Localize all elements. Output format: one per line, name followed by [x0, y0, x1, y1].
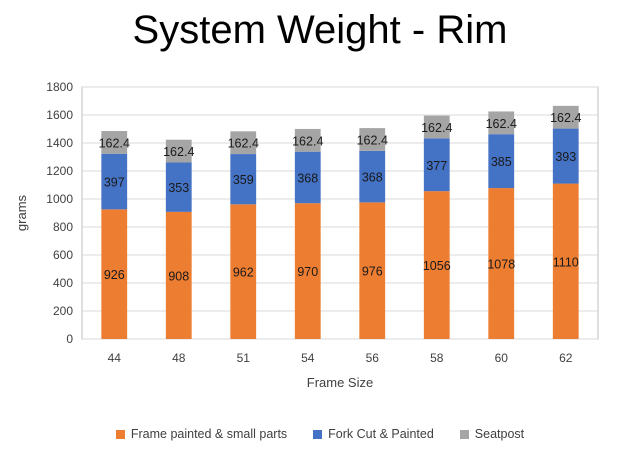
- data-label: 368: [297, 171, 318, 185]
- x-tick-label: 51: [237, 351, 251, 365]
- y-tick-label: 1200: [46, 164, 73, 178]
- data-label: 908: [168, 269, 189, 283]
- y-axis-label: grams: [14, 194, 29, 231]
- data-label: 162.4: [163, 145, 194, 159]
- legend-label: Seatpost: [474, 427, 525, 441]
- bar-segment: [423, 115, 450, 139]
- legend-label: Frame painted & small parts: [130, 427, 288, 441]
- y-tick-label: 1400: [46, 136, 73, 150]
- data-label: 976: [362, 265, 383, 279]
- bar-segment: [101, 153, 128, 210]
- x-tick-label: 44: [108, 351, 122, 365]
- bar-segment: [359, 150, 386, 203]
- data-label: 393: [555, 150, 576, 164]
- x-tick-label: 56: [366, 351, 380, 365]
- bar-segment: [294, 151, 321, 204]
- bar-segment: [488, 134, 515, 189]
- data-label: 162.4: [486, 117, 517, 131]
- bar-segment: [552, 105, 579, 129]
- bar-segment: [230, 154, 257, 205]
- bar-segment: [552, 128, 579, 184]
- bar-segment: [101, 131, 128, 154]
- data-label: 359: [233, 173, 254, 187]
- data-label: 962: [233, 266, 254, 280]
- data-label: 385: [491, 155, 512, 169]
- x-tick-label: 58: [430, 351, 444, 365]
- x-tick-label: 48: [172, 351, 186, 365]
- data-label: 970: [297, 265, 318, 279]
- bar-segment: [230, 204, 257, 339]
- x-axis-label: Frame Size: [307, 375, 373, 390]
- bar-segment: [488, 111, 515, 135]
- legend-item: Fork Cut & Painted: [313, 427, 434, 441]
- bar-segment: [488, 188, 515, 339]
- x-tick-label: 60: [495, 351, 509, 365]
- legend-swatch: [115, 429, 125, 439]
- y-tick-label: 600: [53, 248, 73, 262]
- x-tick-label: 54: [301, 351, 315, 365]
- bar-segment: [423, 138, 450, 192]
- x-tick-label: 62: [559, 351, 573, 365]
- data-label: 1110: [553, 255, 579, 269]
- bar-segment: [359, 128, 386, 151]
- data-label: 162.4: [357, 133, 388, 147]
- data-label: 162.4: [292, 134, 323, 148]
- y-tick-label: 1000: [46, 192, 73, 206]
- y-tick-label: 800: [53, 220, 73, 234]
- bar-segment: [359, 202, 386, 339]
- bar-segment: [165, 162, 192, 212]
- legend: Frame painted & small parts Fork Cut & Pa…: [0, 427, 640, 441]
- legend-swatch: [313, 429, 323, 439]
- bar-segment: [165, 211, 192, 339]
- data-label: 162.4: [550, 111, 581, 125]
- data-label: 377: [426, 159, 447, 173]
- plot-border: [81, 86, 599, 340]
- legend-item: Seatpost: [459, 427, 525, 441]
- chart-title: System Weight - Rim: [132, 8, 508, 52]
- data-label: 368: [362, 171, 383, 185]
- data-label: 353: [168, 181, 189, 195]
- bar-segment: [230, 131, 257, 155]
- bar-segment: [294, 203, 321, 339]
- data-label: 162.4: [99, 136, 130, 150]
- y-tick-label: 1600: [46, 108, 73, 122]
- bar-segment: [423, 191, 450, 339]
- data-label: 162.4: [421, 121, 452, 135]
- bar-segment: [552, 183, 579, 339]
- data-label: 397: [104, 176, 125, 190]
- bar-segment: [101, 209, 128, 339]
- y-tick-label: 0: [66, 332, 73, 346]
- legend-item: Frame painted & small parts: [115, 427, 288, 441]
- y-tick-label: 400: [53, 276, 73, 290]
- data-label: 926: [104, 268, 125, 282]
- y-tick-label: 1800: [46, 80, 73, 94]
- data-label: 1078: [487, 258, 515, 272]
- legend-swatch: [459, 429, 469, 439]
- bar-segment: [165, 139, 192, 163]
- bar-segment: [294, 128, 321, 152]
- data-label: 1056: [423, 259, 451, 273]
- data-label: 162.4: [228, 137, 259, 151]
- y-tick-label: 200: [53, 304, 73, 318]
- legend-label: Fork Cut & Painted: [328, 427, 434, 441]
